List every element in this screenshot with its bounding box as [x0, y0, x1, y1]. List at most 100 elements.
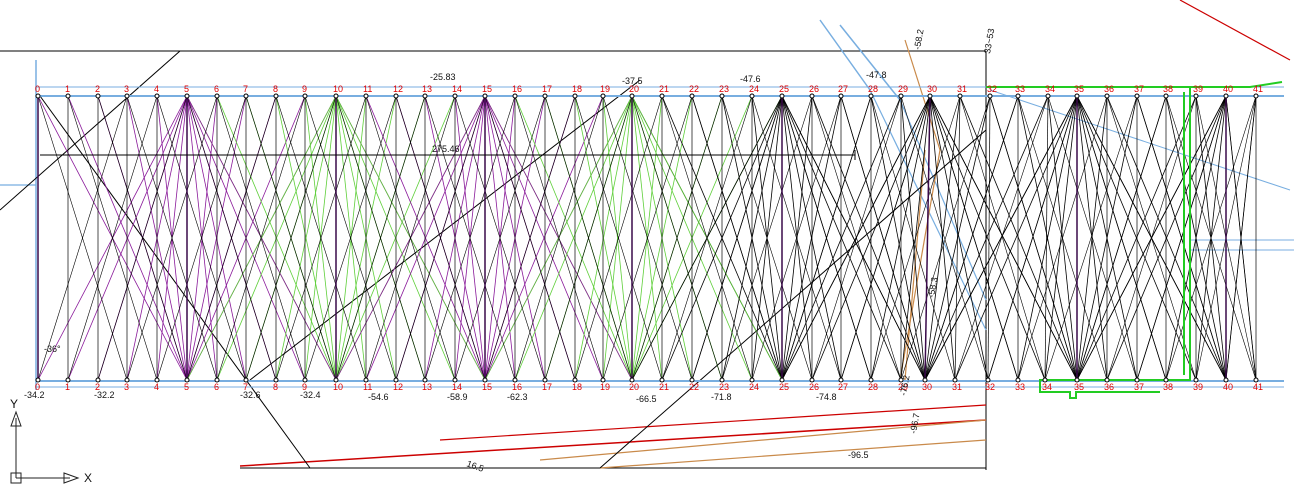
pipe-line — [989, 89, 1291, 191]
top-station-marker — [302, 93, 308, 99]
top-station-marker — [1223, 93, 1229, 99]
red-line — [1179, 0, 1291, 61]
bottom-elevation-labels: -34.2 -32.2 -32.6 -32.4 -54.6 -58.9 -62.… — [24, 374, 912, 404]
top-station-label: 15 — [482, 84, 492, 94]
dimension-line: 275.46 — [40, 144, 856, 160]
bottom-station-marker — [124, 377, 130, 383]
bottom-station-marker — [629, 377, 635, 383]
top-station-marker — [452, 93, 458, 99]
top-station-label: 33 — [1015, 84, 1025, 94]
bottom-station-label: 40 — [1223, 382, 1233, 392]
bottom-station-marker — [719, 377, 725, 383]
road-line — [599, 439, 987, 469]
bottom-elev-5: -54.6 — [368, 392, 389, 402]
red-line — [439, 404, 987, 441]
bottom-station-label: 17 — [542, 382, 552, 392]
bottom-station-label: 0 — [35, 382, 40, 392]
top-station-marker — [838, 93, 844, 99]
bottom-station-label: 1 — [65, 382, 70, 392]
top-station-label: 18 — [572, 84, 582, 94]
top-station-label: 11 — [363, 84, 372, 94]
bottom-elev-7: -62.3 — [507, 392, 528, 402]
bottom-station-marker — [184, 377, 190, 383]
bottom-station-label: 24 — [749, 382, 759, 392]
bottom-station-label: 35 — [1074, 382, 1084, 392]
bottom-station-label: 4 — [154, 382, 159, 392]
top-station-label: 27 — [838, 84, 848, 94]
top-station-label: 31 — [957, 84, 967, 94]
bottom-station-label: 5 — [184, 382, 189, 392]
upper-elev-a: -58.2 — [912, 28, 925, 50]
top-elev-1: -25.83 — [430, 72, 456, 82]
bottom-station-label: 27 — [838, 382, 848, 392]
bottom-station-label: 33 — [1015, 382, 1025, 392]
axis-x-label: X — [84, 471, 92, 485]
bottom-station-label: 20 — [629, 382, 639, 392]
top-station-marker — [898, 93, 904, 99]
bottom-station-label: 37 — [1134, 382, 1144, 392]
top-station-marker — [779, 93, 785, 99]
top-elev-4: -47.8 — [866, 70, 887, 80]
top-station-marker — [1253, 93, 1259, 99]
top-station-label: 2 — [95, 84, 100, 94]
bottom-elev-10: -74.8 — [816, 392, 837, 402]
bottom-station-label: 32 — [985, 382, 995, 392]
top-station-label: 41 — [1253, 84, 1263, 94]
bottom-station-marker — [985, 377, 991, 383]
bottom-station-label: 14 — [452, 382, 462, 392]
bottom-elev-6: -58.9 — [447, 392, 468, 402]
top-station-marker — [35, 93, 41, 99]
dimension-value: 275.46 — [432, 144, 460, 154]
bottom-station-label: 26 — [809, 382, 819, 392]
bottom-station-marker — [809, 377, 815, 383]
bottom-station-marker — [1104, 377, 1110, 383]
top-station-marker — [987, 93, 993, 99]
top-station-label: 36 — [1104, 84, 1114, 94]
bottom-station-marker — [214, 377, 220, 383]
bottom-station-label: 36 — [1104, 382, 1114, 392]
top-station-label: 19 — [600, 84, 610, 94]
top-station-marker — [512, 93, 518, 99]
bottom-station-label: 15 — [482, 382, 492, 392]
top-station-label: 38 — [1163, 84, 1173, 94]
top-station-marker — [1163, 93, 1169, 99]
top-station-label: 0 — [35, 84, 40, 94]
bottom-station-marker — [422, 377, 428, 383]
bottom-station-marker — [1223, 377, 1229, 383]
top-station-marker — [422, 93, 428, 99]
bottom-station-label: 8 — [273, 382, 278, 392]
top-station-marker — [719, 93, 725, 99]
bottom-station-marker — [243, 377, 249, 383]
bottom-station-marker — [65, 377, 71, 383]
bottom-station-marker — [868, 377, 874, 383]
top-station-label: 4 — [154, 84, 159, 94]
bottom-station-marker — [572, 377, 578, 383]
bottom-elev-3: -32.6 — [240, 390, 261, 400]
bottom-station-label: 18 — [572, 382, 582, 392]
top-station-label: 28 — [868, 84, 878, 94]
top-station-marker — [65, 93, 71, 99]
top-station-label: 17 — [542, 84, 552, 94]
top-station-label: 35 — [1074, 84, 1084, 94]
top-station-label: 26 — [809, 84, 819, 94]
top-station-marker — [1045, 93, 1051, 99]
bottom-elev-9: -71.8 — [711, 392, 732, 402]
bottom-station-label: 34 — [1042, 382, 1052, 392]
bottom-station-marker — [363, 377, 369, 383]
bottom-station-marker — [898, 377, 904, 383]
bottom-station-label: 6 — [214, 382, 219, 392]
bottom-station-label: 28 — [868, 382, 878, 392]
bottom-station-marker — [512, 377, 518, 383]
green-boundary — [986, 81, 1283, 399]
bottom-station-label: 23 — [719, 382, 729, 392]
top-station-label: 5 — [184, 84, 189, 94]
top-station-marker — [1015, 93, 1021, 99]
road-line — [899, 149, 941, 381]
top-station-marker — [659, 93, 665, 99]
bottom-station-marker — [922, 377, 928, 383]
bottom-station-marker — [1253, 377, 1259, 383]
upper-code: 33~53 — [982, 28, 996, 55]
bottom-elev-4: -32.4 — [300, 390, 321, 400]
top-station-label: 20 — [629, 84, 639, 94]
